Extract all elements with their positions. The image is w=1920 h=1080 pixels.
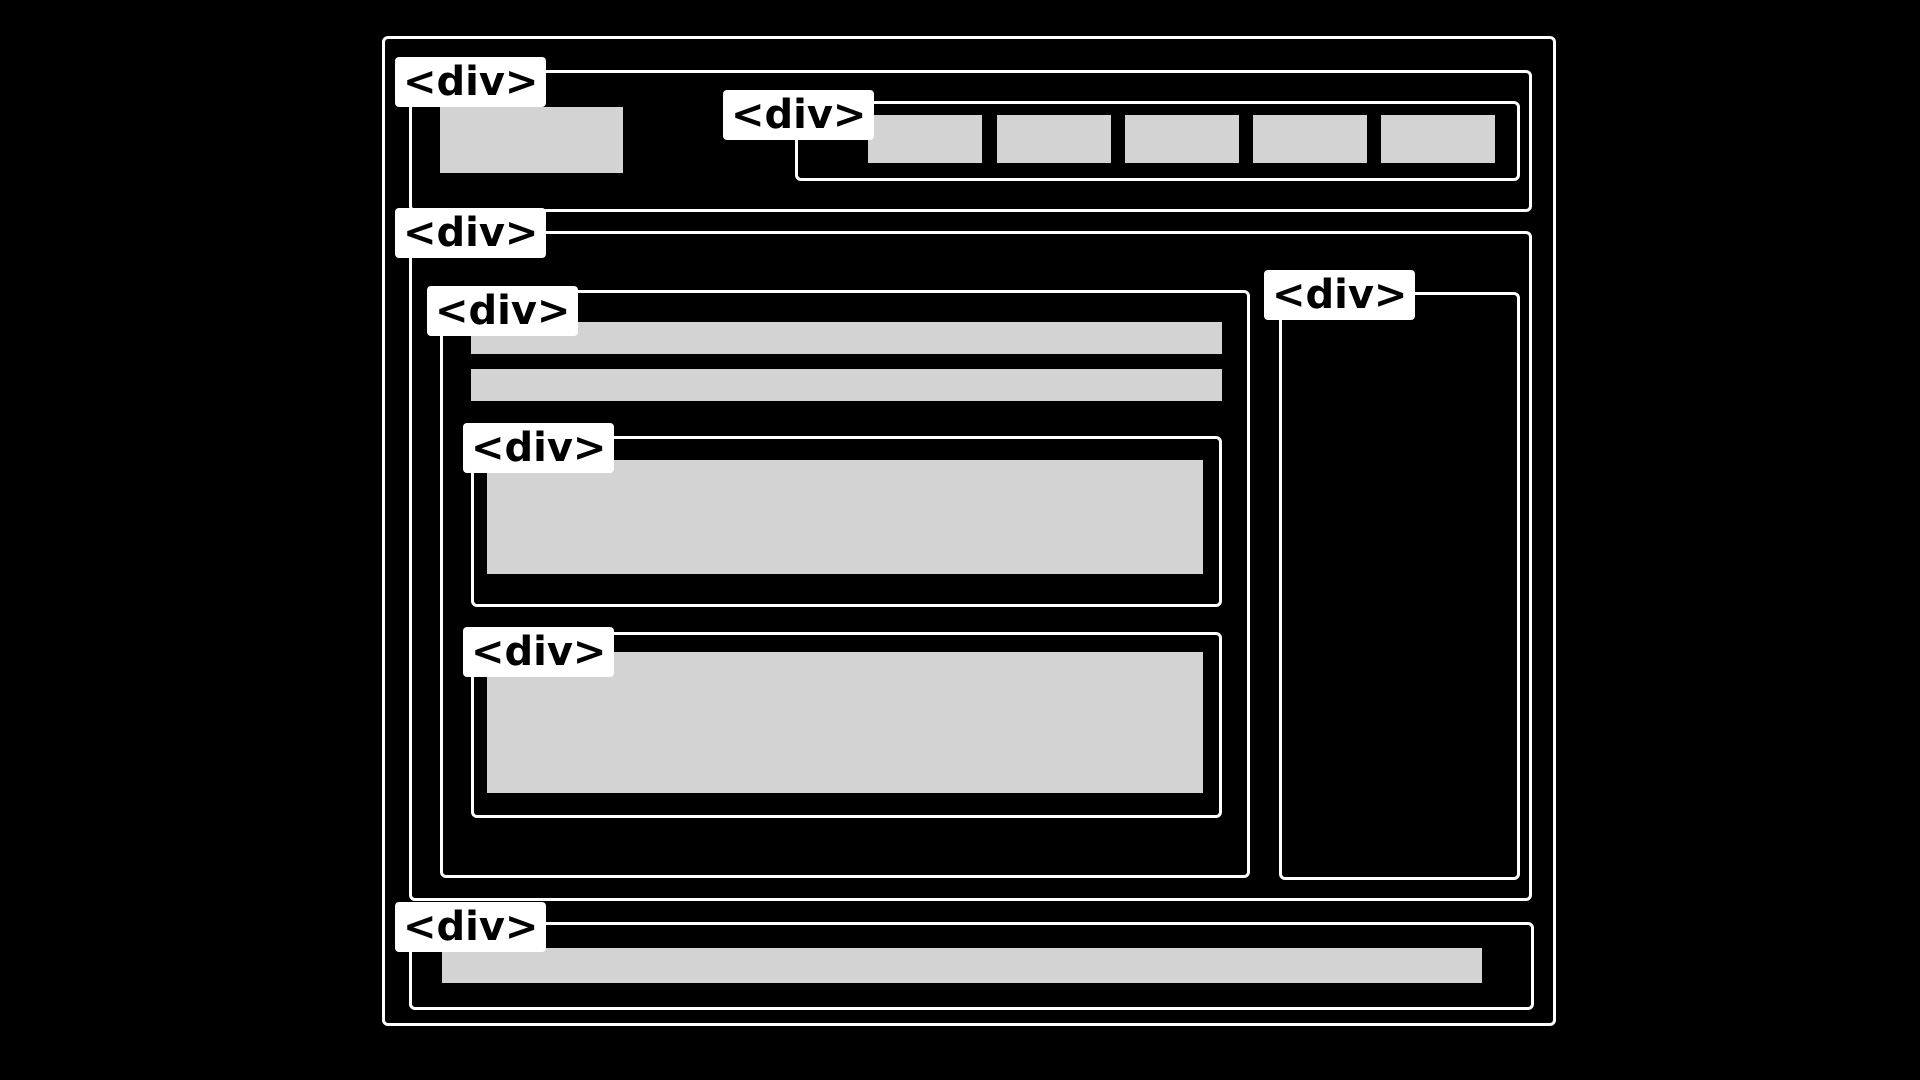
footer-tag: <div> [395,902,547,952]
sidebar-box [1279,292,1520,880]
header-tag: <div> [395,57,547,107]
main-box [409,231,1532,901]
section-one-tag: <div> [463,423,615,473]
nav-tag: <div> [723,90,875,140]
text-line-placeholder [471,369,1222,401]
main-tag: <div> [395,208,547,258]
nav-item-placeholder [868,115,982,163]
page-outer-frame [382,36,1556,1026]
header-box [409,70,1532,212]
section-two-tag: <div> [463,627,615,677]
sidebar-tag: <div> [1264,270,1416,320]
heading-placeholder [471,322,1222,354]
section-one-content-placeholder [487,460,1203,574]
nav-box [795,101,1520,181]
section-two-box [471,632,1222,818]
nav-item-placeholder [1125,115,1239,163]
logo-placeholder [440,107,623,173]
footer-box [409,922,1534,1010]
footer-content-placeholder [442,948,1482,983]
nav-item-placeholder [997,115,1111,163]
content-tag: <div> [427,286,579,336]
content-box [440,290,1250,878]
nav-item-placeholder [1253,115,1367,163]
section-one-box [471,436,1222,607]
nav-item-placeholder [1381,115,1495,163]
